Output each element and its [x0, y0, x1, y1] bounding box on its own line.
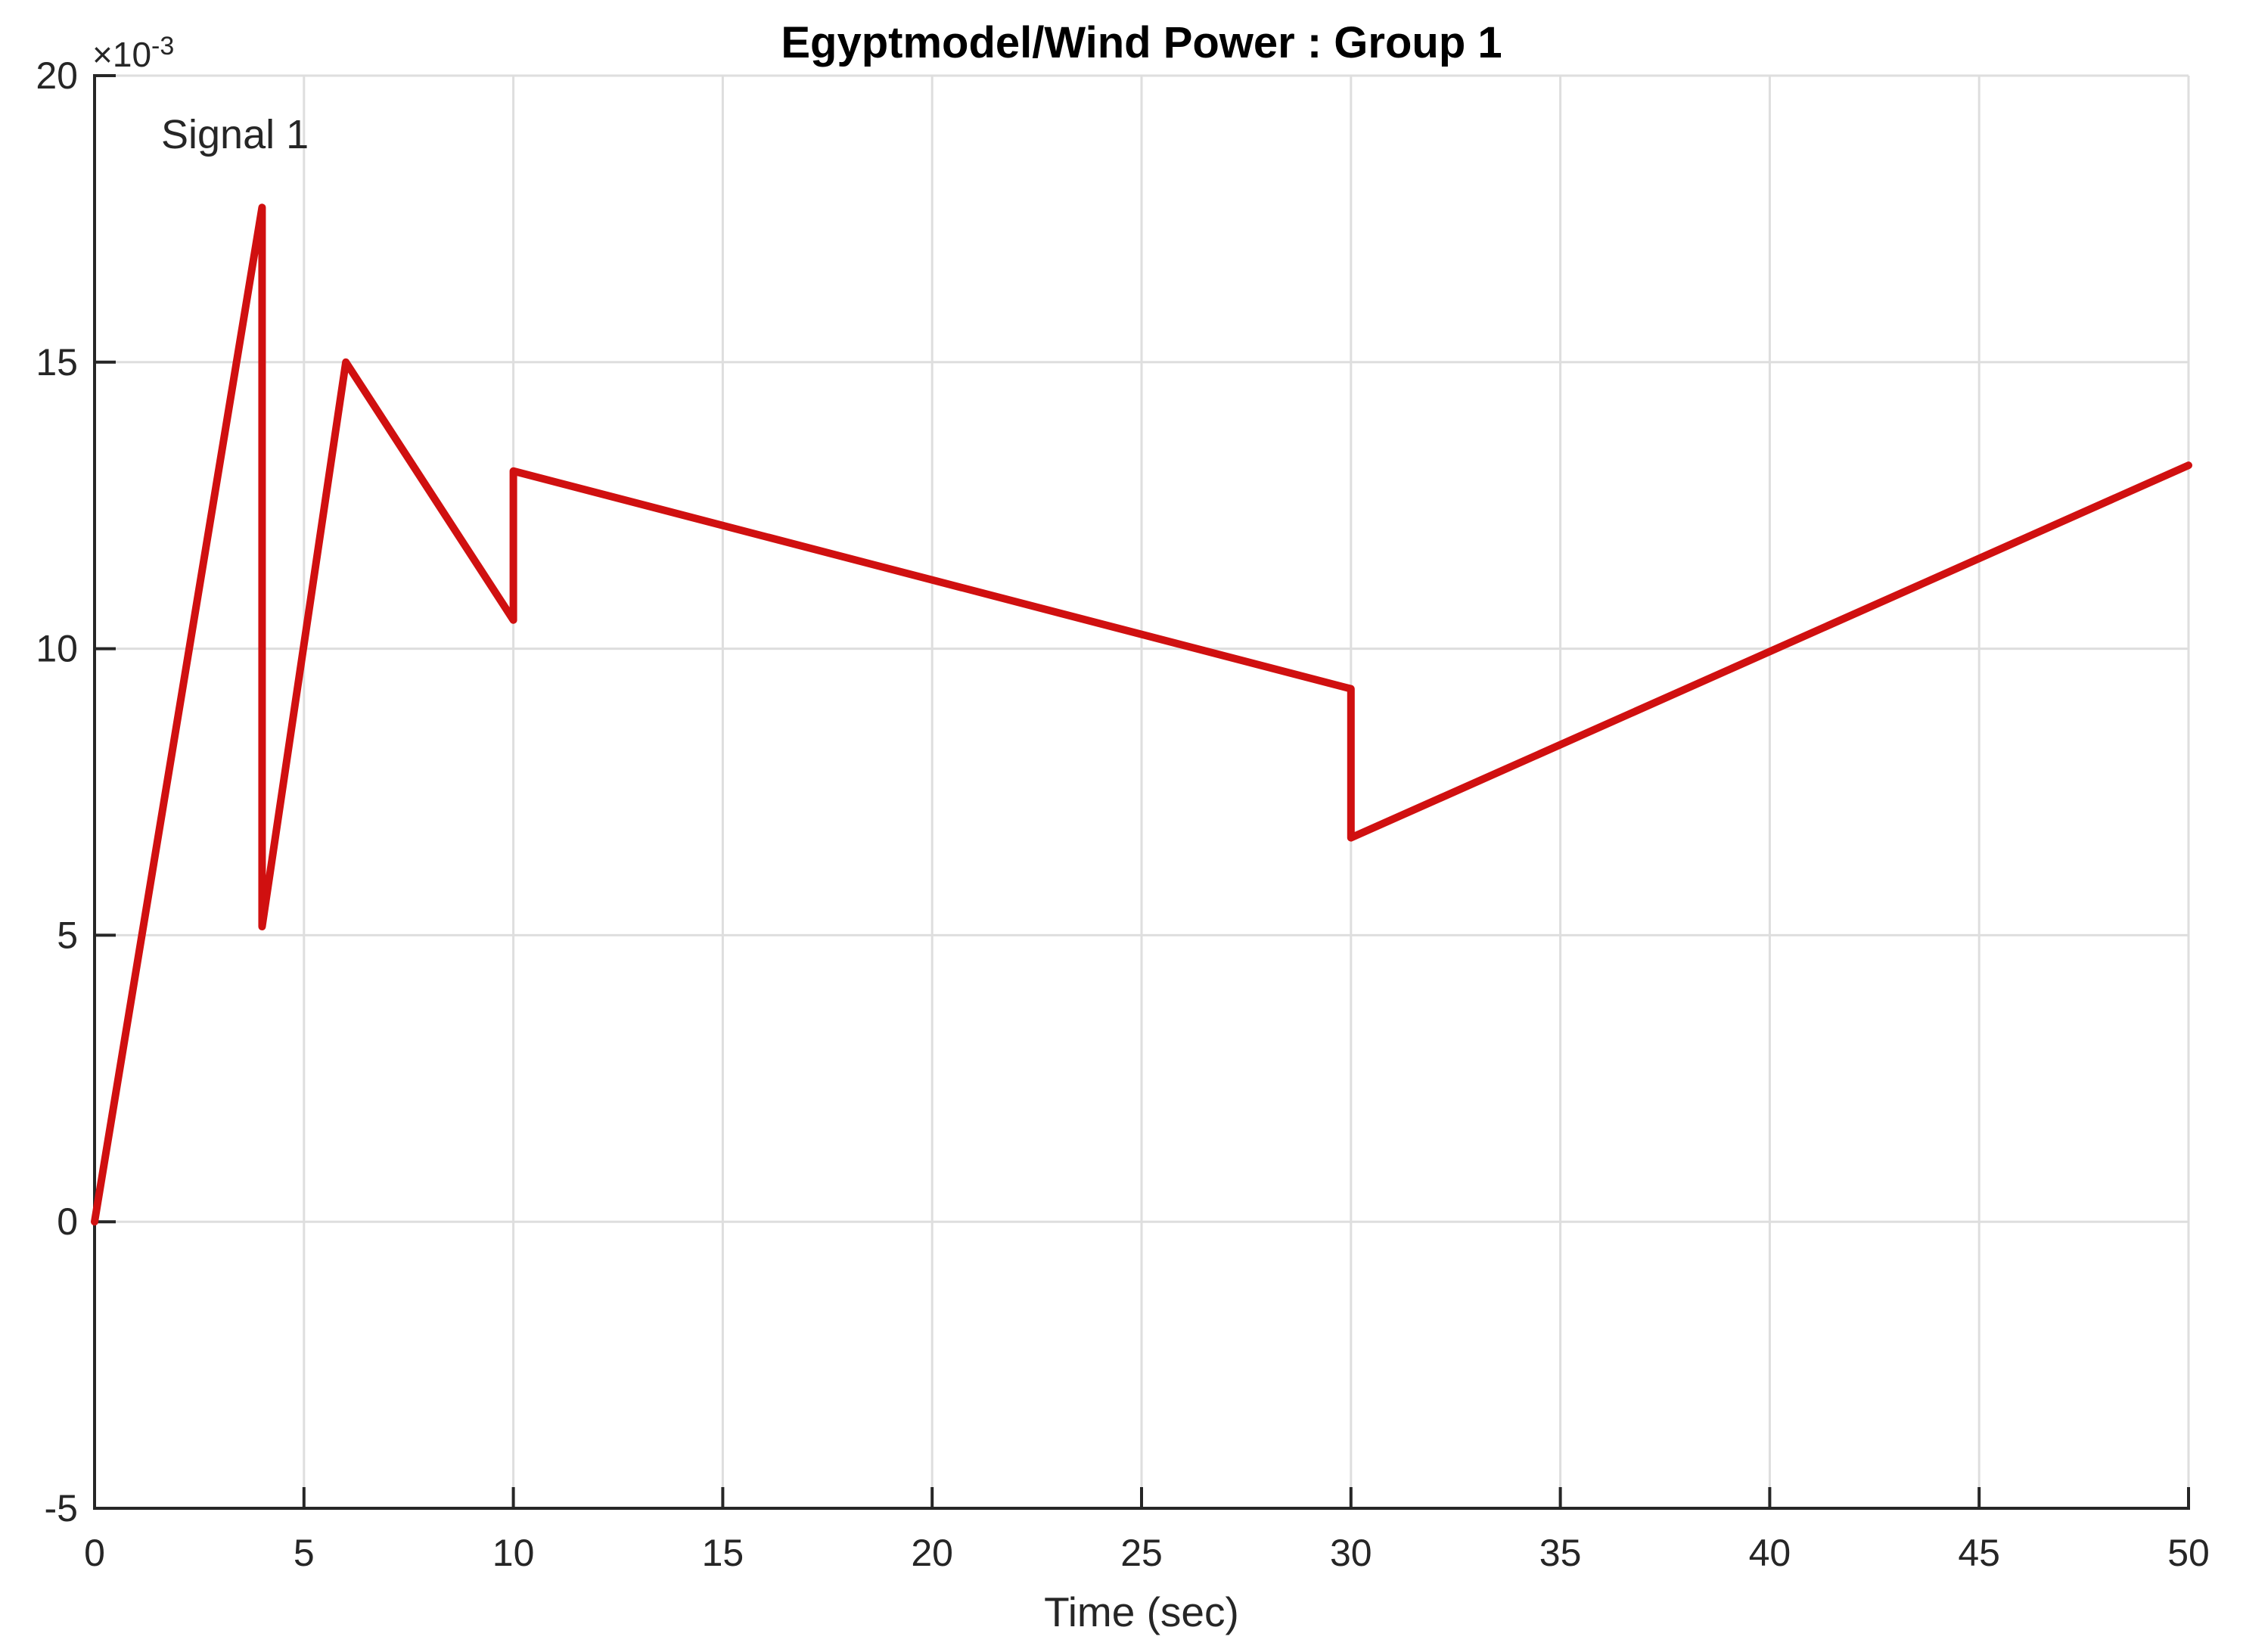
x-tick-label: 10 — [492, 1532, 535, 1574]
series-legend-text: Signal 1 — [161, 112, 309, 157]
x-tick-label: 50 — [2167, 1532, 2210, 1574]
y-tick-label: 10 — [36, 628, 78, 670]
y-tick-label: 20 — [36, 54, 78, 97]
x-axis-label: Time (sec) — [1044, 1588, 1239, 1635]
y-axis-exponent-power: -3 — [151, 32, 174, 61]
x-tick-label: 45 — [1958, 1532, 2000, 1574]
signal-line — [91, 203, 2192, 1226]
x-tick-label: 15 — [702, 1532, 744, 1574]
x-tick-label: 40 — [1749, 1532, 1791, 1574]
chart-title: Egyptmodel/Wind Power : Group 1 — [781, 18, 1502, 67]
x-tick-label: 35 — [1539, 1532, 1582, 1574]
series-lines — [91, 203, 2192, 1226]
x-tick-label: 20 — [911, 1532, 953, 1574]
y-tick-label: 0 — [57, 1200, 78, 1243]
grid-lines — [93, 74, 2190, 1510]
y-tick-label: 5 — [57, 914, 78, 956]
x-tick-label: 0 — [84, 1532, 105, 1574]
x-tick-label: 5 — [294, 1532, 315, 1574]
y-axis-exponent-base: ×10 — [92, 35, 151, 74]
y-axis-exponent-label: ×10-3 — [92, 32, 174, 74]
x-tick-label: 25 — [1120, 1532, 1163, 1574]
y-tick-label: 15 — [36, 341, 78, 384]
x-tick-label: 30 — [1330, 1532, 1372, 1574]
y-tick-label: -5 — [45, 1487, 78, 1529]
